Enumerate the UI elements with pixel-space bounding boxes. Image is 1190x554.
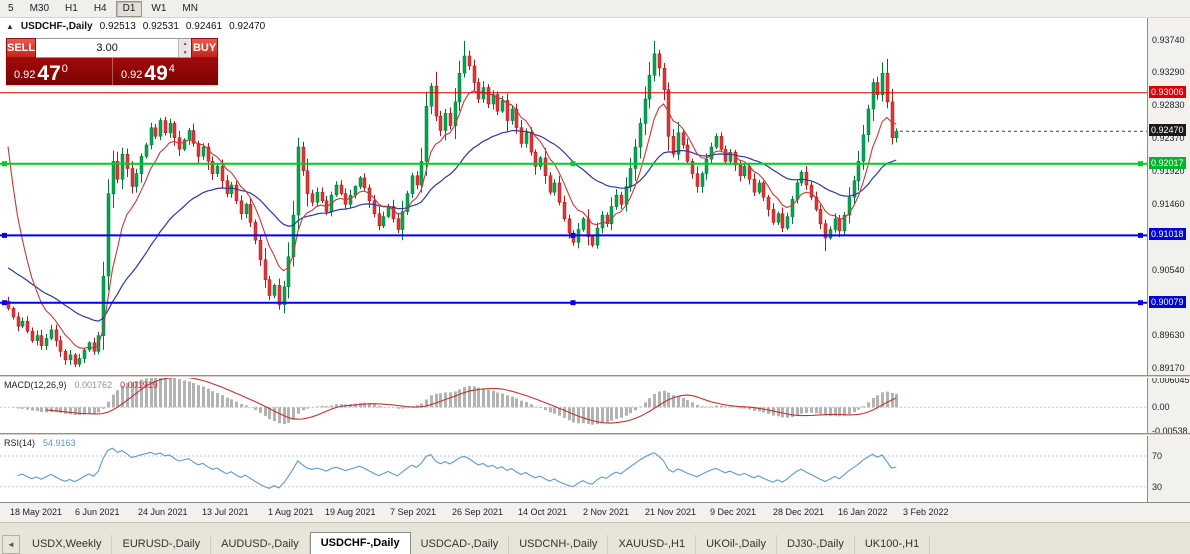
price-axis-label: 0.92830 [1152, 100, 1185, 111]
date-axis-label: 14 Oct 2021 [518, 507, 568, 517]
price-level-badge: 0.93006 [1149, 85, 1186, 98]
date-axis-label: 2 Nov 2021 [583, 507, 630, 517]
date-axis-label: 7 Sep 2021 [390, 507, 437, 517]
macd-axis-label: 0.006045 [1152, 375, 1190, 386]
buy-price-display[interactable]: 0.92 49 4 [112, 58, 218, 85]
rsi-axis-label: 30 [1152, 481, 1163, 492]
price-axis-label: 0.89630 [1152, 329, 1185, 340]
price-axis-label: 0.91460 [1152, 198, 1185, 209]
chart-tab-eurusd-daily[interactable]: EURUSD-,Daily [112, 535, 212, 554]
macd-title: MACD(12,26,9) [4, 380, 67, 390]
chart-tab-usdx-weekly[interactable]: USDX,Weekly [22, 535, 113, 554]
timeframe-d1-button[interactable]: D1 [115, 0, 143, 17]
buy-button[interactable]: BUY [191, 38, 218, 58]
sell-button[interactable]: SELL [6, 38, 37, 58]
rsi-axis-label: 70 [1152, 450, 1163, 461]
rsi-canvas [0, 447, 1147, 490]
macd-indicator-pane[interactable]: MACD(12,26,9) 0.001762 0.001919 [0, 378, 1147, 433]
ohlc-high-value: 0.92531 [142, 21, 179, 32]
timeframe-5-button[interactable]: 5 [1, 1, 21, 17]
ohlc-close-value: 0.92470 [229, 21, 266, 32]
price-axis-label: 0.93290 [1152, 67, 1185, 78]
trade-controls-row: SELL ▲ ▼ BUY [6, 38, 218, 58]
rsi-title: RSI(14) [4, 438, 36, 448]
time-axis[interactable]: 18 May 2021 6 Jun 2021 24 Jun 2021 13 Jul 2… [0, 502, 1190, 522]
ohlc-open-value: 0.92513 [99, 21, 136, 32]
date-axis-label: 18 May 2021 [10, 507, 63, 517]
trade-prices-row: 0.92 47 0 0.92 49 4 [6, 58, 218, 85]
volume-input[interactable] [36, 39, 179, 57]
date-axis-label: 24 Jun 2021 [138, 507, 188, 517]
date-axis-label: 6 Jun 2021 [75, 507, 120, 517]
chart-tabs: USDX,Weekly EURUSD-,Daily AUDUSD-,Daily USD… [22, 532, 931, 554]
date-axis-label: 19 Aug 2021 [325, 507, 376, 517]
sell-price-pips: 47 [37, 62, 61, 85]
chart-tab-bar: ◄ USDX,Weekly EURUSD-,Daily AUDUSD-,Daily U… [0, 522, 1190, 554]
chart-tab-usdcad-daily[interactable]: USDCAD-,Daily [411, 535, 510, 554]
macd-axis-label: -0.00538 [1152, 426, 1188, 437]
buy-price-prefix: 0.92 [121, 69, 143, 81]
date-axis-label: 1 Aug 2021 [268, 507, 314, 517]
date-axis-label: 21 Nov 2021 [645, 507, 697, 517]
chart-tab-uk100-h1[interactable]: UK100-,H1 [855, 535, 931, 554]
chart-tab-xauusd-h1[interactable]: XAUUSD-,H1 [608, 535, 697, 554]
macd-canvas [0, 378, 1147, 425]
chart-tab-ukoil-daily[interactable]: UKOil-,Daily [696, 535, 777, 554]
chart-tab-dj30-daily[interactable]: DJ30-,Daily [777, 535, 855, 554]
date-axis-label: 9 Dec 2021 [710, 507, 757, 517]
timeframe-toolbar: 5 M30 H1 H4 D1 W1 MN [0, 0, 1190, 18]
date-axis-label: 13 Jul 2021 [202, 507, 249, 517]
tabs-scroll-left-button[interactable]: ◄ [2, 535, 20, 554]
chart-symbol-title: USDCHF-,Daily [20, 21, 93, 32]
date-axis-label: 28 Dec 2021 [773, 507, 825, 517]
date-axis-label: 3 Feb 2022 [903, 507, 949, 517]
rsi-indicator-pane[interactable]: RSI(14) 54.9163 [0, 436, 1147, 502]
timeframe-m30-button[interactable]: M30 [23, 1, 56, 17]
volume-decrease-button[interactable]: ▼ [179, 48, 192, 57]
price-axis-label: 0.91920 [1152, 165, 1185, 176]
macd-label: MACD(12,26,9) 0.001762 0.001919 [4, 380, 158, 390]
macd-main-value: 0.001762 [74, 380, 113, 390]
window-splitter[interactable] [0, 375, 1190, 378]
price-chart-pane[interactable]: ▲ USDCHF-,Daily 0.92513 0.92531 0.92461 … [0, 18, 1147, 375]
date-axis-label: 26 Sep 2021 [452, 507, 504, 517]
sell-price-point: 0 [61, 63, 68, 75]
price-level-badge: 0.92470 [1149, 124, 1186, 137]
timeframe-h4-button[interactable]: H4 [87, 1, 114, 17]
price-level-badge: 0.91018 [1149, 228, 1186, 241]
buy-price-point: 4 [168, 63, 175, 75]
price-axis-label: 0.92370 [1152, 133, 1185, 144]
timeframe-h1-button[interactable]: H1 [58, 1, 85, 17]
macd-signal-value: 0.001919 [120, 380, 158, 390]
symbol-ohlc-line: ▲ USDCHF-,Daily 0.92513 0.92531 0.92461 … [6, 21, 265, 32]
price-chart-canvas[interactable] [0, 18, 1147, 375]
price-axis-label: 0.93740 [1152, 35, 1185, 46]
volume-spinner: ▲ ▼ [178, 39, 192, 57]
chart-tab-audusd-daily[interactable]: AUDUSD-,Daily [211, 535, 310, 554]
price-axis[interactable]: 0.93740 0.93290 0.92830 0.92370 0.91920 0.914… [1147, 18, 1190, 502]
rsi-value: 54.9163 [43, 438, 76, 448]
chart-tab-usdcnh-daily[interactable]: USDCNH-,Daily [509, 535, 609, 554]
sell-price-display[interactable]: 0.92 47 0 [6, 58, 112, 85]
price-axis-label: 0.89170 [1152, 362, 1185, 373]
price-level-badge: 0.90079 [1149, 295, 1186, 308]
price-axis-label: 0.90540 [1152, 264, 1185, 275]
rsi-label: RSI(14) 54.9163 [4, 438, 76, 448]
sell-price-prefix: 0.92 [14, 69, 36, 81]
timeframe-mn-button[interactable]: MN [175, 1, 205, 17]
volume-increase-button[interactable]: ▲ [179, 39, 192, 48]
chart-tab-usdchf-daily[interactable]: USDCHF-,Daily [309, 532, 411, 554]
timeframe-button-group: 5 M30 H1 H4 D1 W1 MN [0, 0, 206, 18]
timeframe-w1-button[interactable]: W1 [144, 1, 173, 17]
price-level-badge: 0.92017 [1149, 156, 1186, 169]
buy-price-pips: 49 [144, 62, 168, 85]
macd-axis-label: 0.00 [1152, 402, 1170, 413]
ohlc-low-value: 0.92461 [185, 21, 223, 32]
window-splitter[interactable] [0, 433, 1190, 436]
volume-box: ▲ ▼ [36, 38, 192, 58]
one-click-collapse-icon[interactable]: ▲ [6, 22, 14, 31]
date-axis-label: 16 Jan 2022 [838, 507, 888, 517]
